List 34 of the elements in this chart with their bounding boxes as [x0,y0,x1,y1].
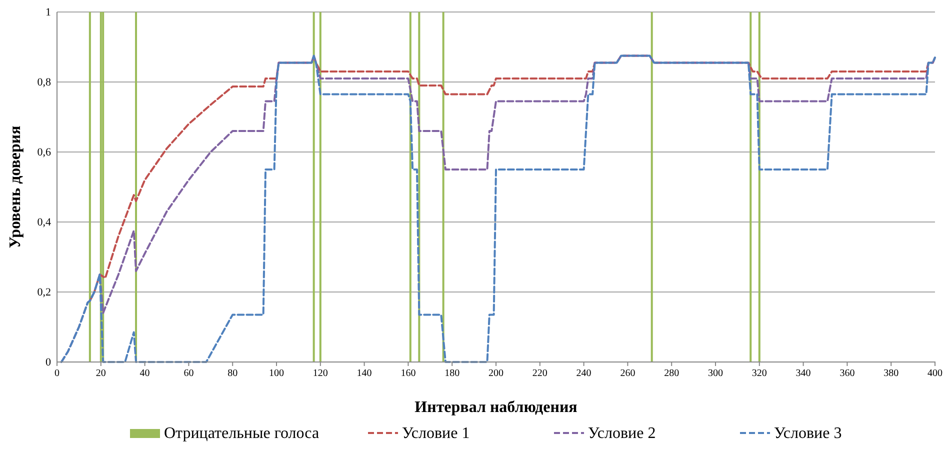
x-tick-label: 180 [444,368,460,380]
x-tick-label: 340 [796,368,811,380]
y-axis-title: Уровень доверия [7,125,24,248]
x-tick-label: 300 [708,368,723,380]
legend-label: Условие 2 [588,425,656,442]
x-tick-label: 0 [54,368,60,380]
y-tick-label: 0,8 [37,76,52,89]
x-tick-label: 60 [184,368,194,380]
x-tick-label: 80 [228,368,238,380]
x-tick-label: 160 [400,368,416,380]
x-tick-label: 380 [884,368,899,380]
y-tick-label: 0,6 [37,146,52,159]
line-series [60,54,936,363]
legend-label: Отрицательные голоса [164,425,320,442]
y-tick-label: 0,2 [37,286,51,299]
x-tick-label: 280 [664,368,680,380]
y-tick-label: 0 [46,356,52,369]
x-tick-label: 20 [96,368,106,380]
x-tick-label: 120 [312,368,328,380]
x-tick-label: 260 [620,368,636,380]
x-tick-label: 200 [488,368,504,380]
x-tick-label: 320 [752,368,767,380]
x-tick-label: 400 [928,368,942,380]
legend-label: Условие 3 [774,425,842,442]
y-tick-label: 1 [46,6,51,19]
x-tick-label: 140 [356,368,372,380]
y-tick-label: 0,4 [37,216,52,229]
x-tick-label: 100 [269,368,284,380]
x-tick-label: 360 [840,368,855,380]
x-tick-label: 240 [576,368,592,380]
x-tick-label: 40 [140,368,150,380]
legend-label: Условие 1 [402,425,470,442]
x-axis-title: Интервал наблюдения [414,399,578,416]
x-tick-label: 220 [532,368,548,380]
